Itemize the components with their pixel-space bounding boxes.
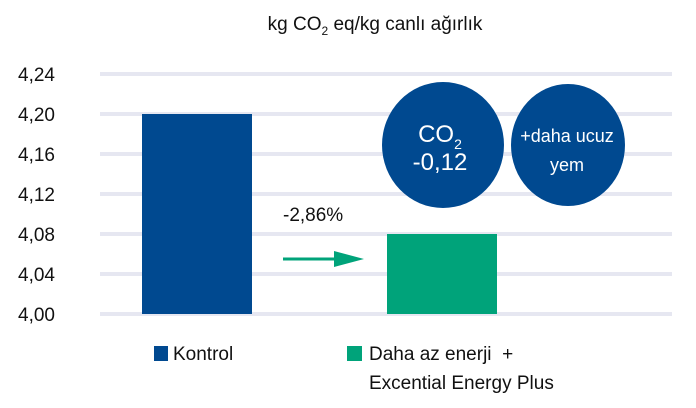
gridline bbox=[100, 192, 672, 196]
legend-label-kontrol: Kontrol bbox=[173, 344, 233, 365]
change-label: -2,86% bbox=[283, 205, 343, 226]
co2-circle: CO2 -0,12 bbox=[382, 82, 504, 208]
gridline bbox=[100, 272, 672, 276]
y-tick-label: 4,04 bbox=[18, 265, 55, 286]
y-tick-label: 4,00 bbox=[18, 305, 55, 326]
legend: Kontrol Daha az enerji + Excential Energ… bbox=[154, 344, 554, 394]
gridline bbox=[100, 232, 672, 236]
bar-kontrol bbox=[142, 114, 252, 314]
y-tick-label: 4,20 bbox=[18, 105, 55, 126]
y-tick-label: 4,08 bbox=[18, 225, 55, 246]
bar-excential bbox=[387, 234, 497, 314]
y-axis-tick-labels: 4,00 4,04 4,08 4,12 4,16 4,20 4,24 bbox=[18, 65, 55, 326]
cheaper-feed-circle-shape bbox=[511, 84, 625, 206]
legend-swatch-excential bbox=[347, 346, 362, 361]
arrow-head-icon bbox=[334, 251, 364, 267]
legend-label-excential-line1: Daha az enerji + bbox=[369, 344, 513, 365]
co2-circle-label: CO2 bbox=[418, 121, 462, 152]
co2-circle-shape bbox=[382, 82, 504, 208]
gridline bbox=[100, 72, 672, 76]
cheaper-feed-line2: yem bbox=[550, 155, 584, 175]
legend-swatch-kontrol bbox=[154, 346, 168, 361]
gridline bbox=[100, 112, 672, 116]
gridline bbox=[100, 312, 672, 316]
cheaper-feed-line1: +daha ucuz bbox=[520, 126, 614, 146]
change-annotation: -2,86% bbox=[283, 205, 364, 267]
y-tick-label: 4,12 bbox=[18, 185, 55, 206]
legend-label-excential-line2: Excential Energy Plus bbox=[369, 373, 554, 394]
y-tick-label: 4,24 bbox=[18, 65, 55, 86]
chart-title: kg CO2 eq/kg canlı ağırlık bbox=[268, 14, 483, 38]
co2-circle-value: -0,12 bbox=[413, 149, 468, 176]
cheaper-feed-circle: +daha ucuz yem bbox=[511, 84, 625, 206]
bars bbox=[142, 114, 497, 314]
y-tick-label: 4,16 bbox=[18, 145, 55, 166]
